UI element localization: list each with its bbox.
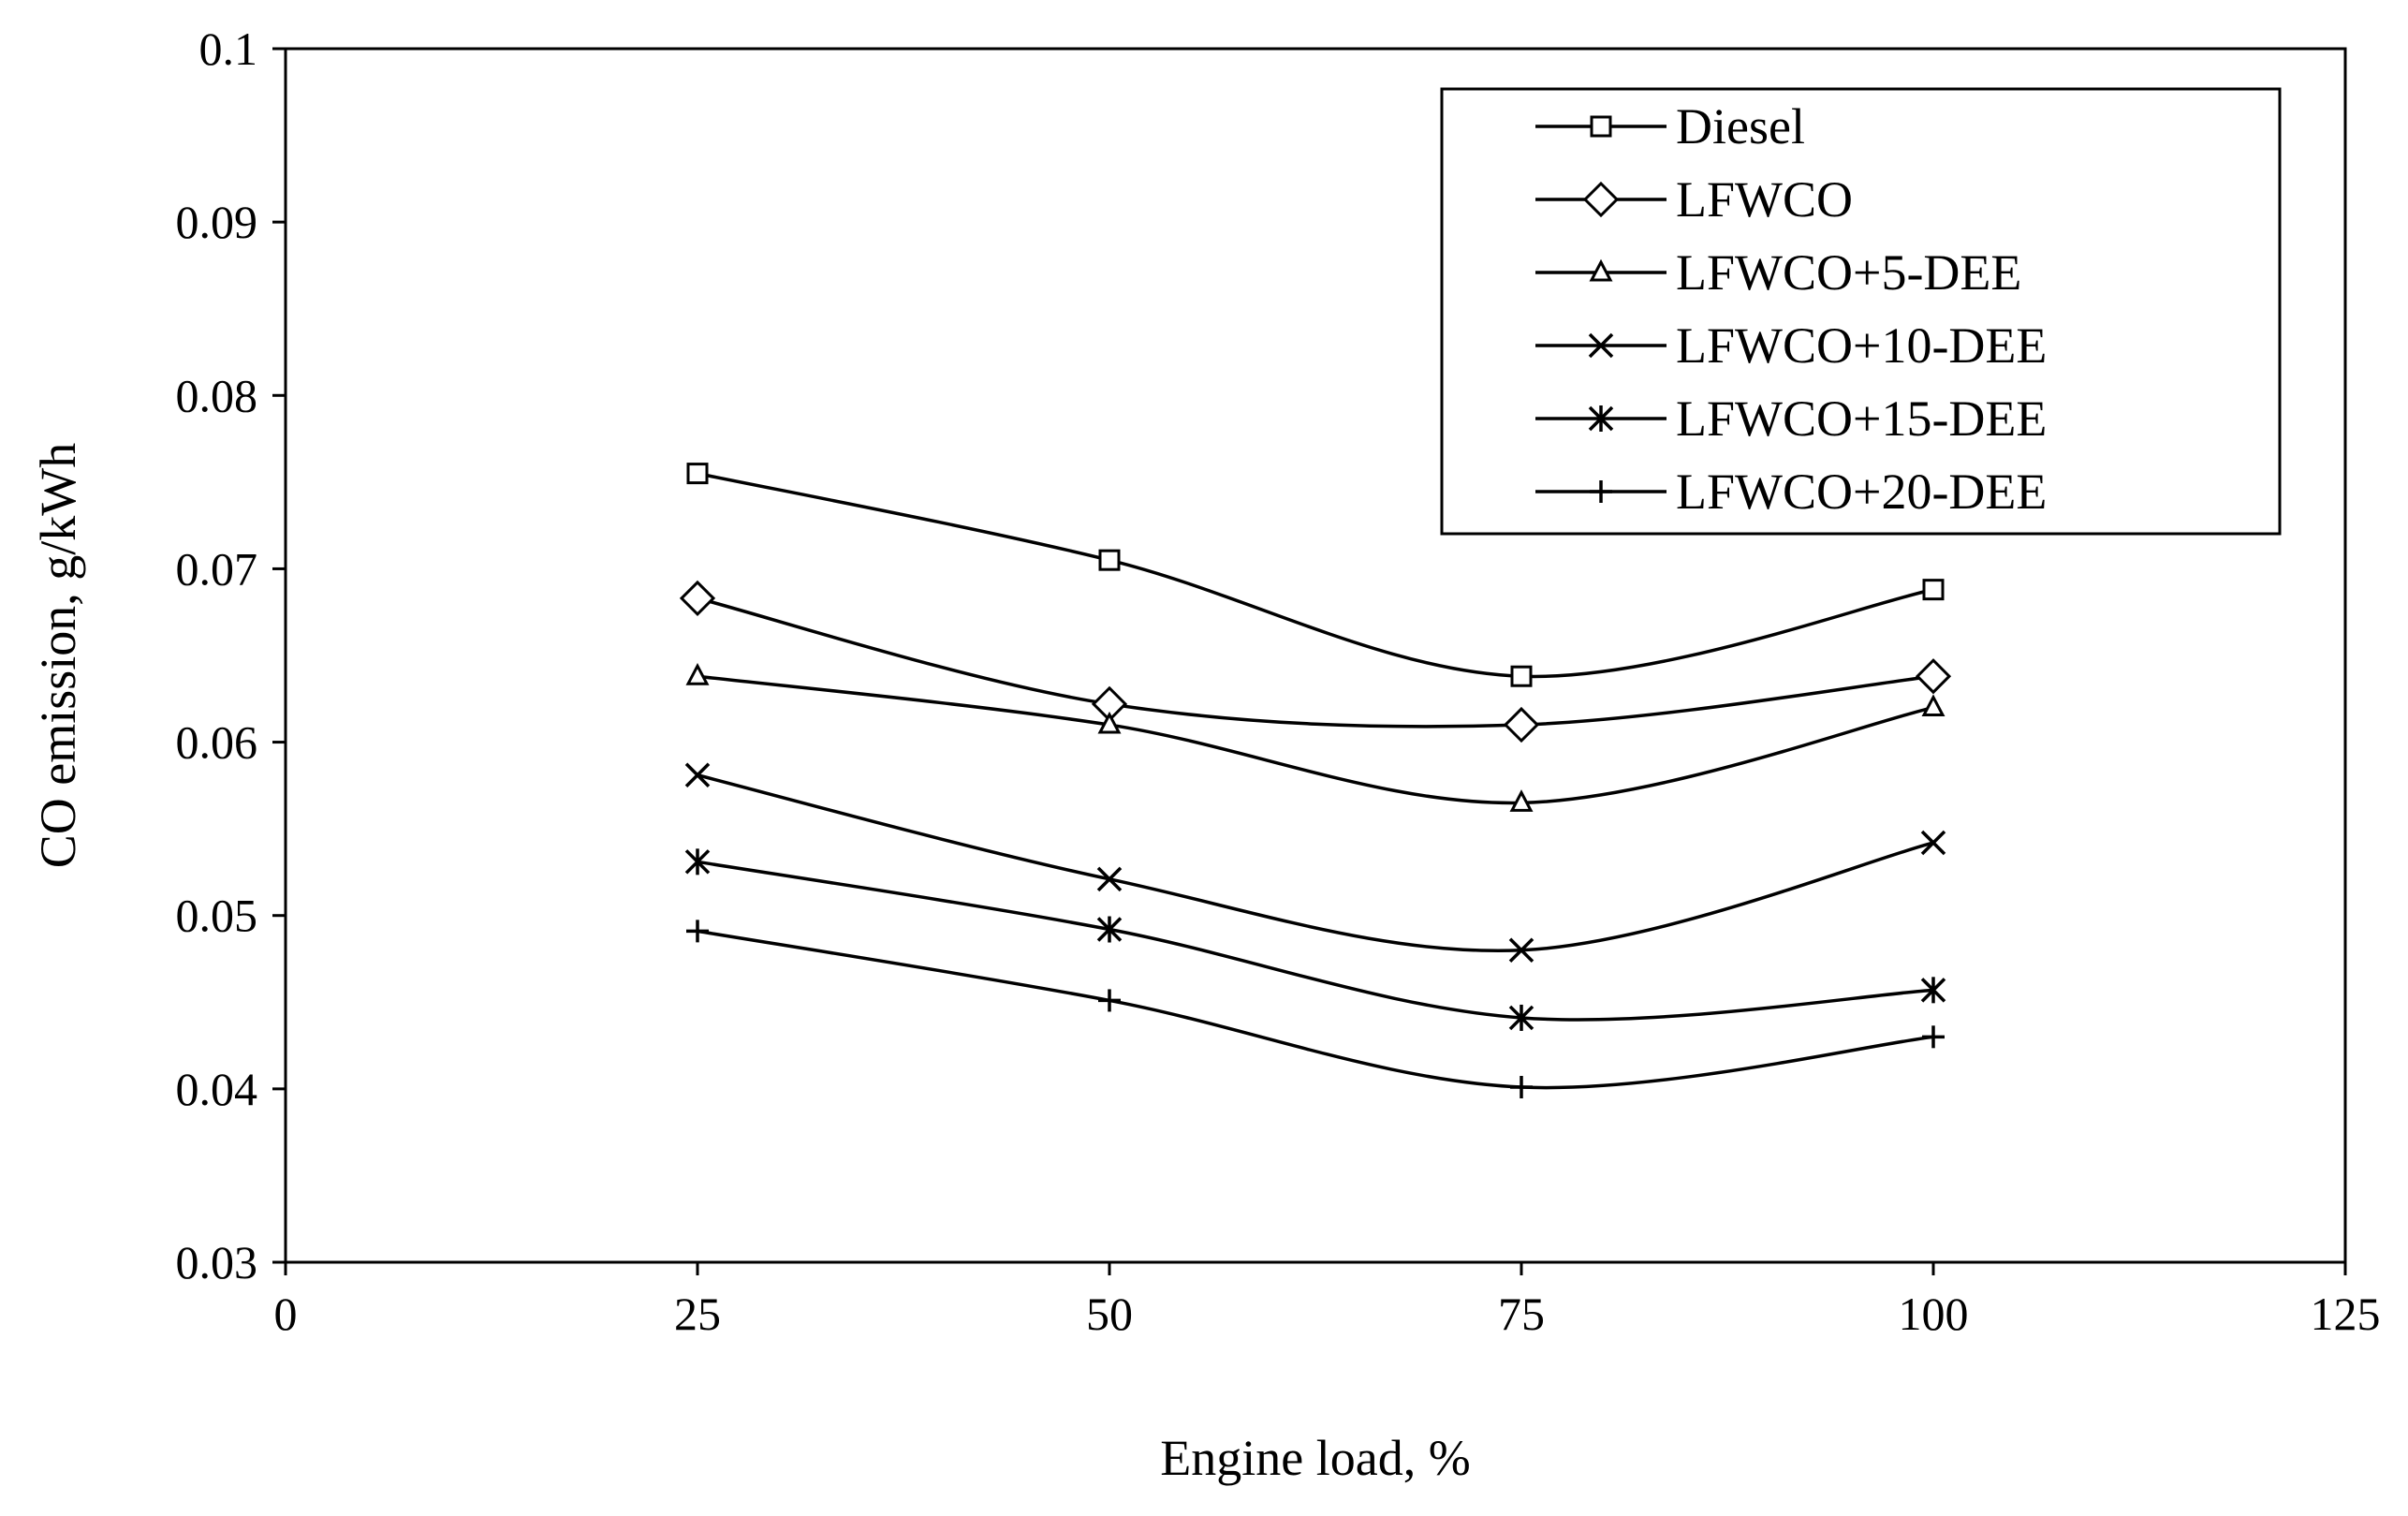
data-point-square bbox=[1510, 665, 1533, 687]
series-line bbox=[697, 860, 1934, 1022]
series-line bbox=[697, 773, 1934, 953]
x-tick-label: 0 bbox=[274, 1288, 298, 1340]
x-axis-title: Engine load, % bbox=[1160, 1430, 1470, 1486]
axis-ticks: 0 25 50 75 100 125 0.03 0.04 0.05 0.06 0.07 0.08 0.0… bbox=[176, 22, 2381, 1340]
series-diesel bbox=[686, 463, 1945, 687]
data-point-plus bbox=[1510, 1076, 1533, 1099]
data-point-square bbox=[686, 463, 709, 485]
data-point-diamond bbox=[1915, 658, 1952, 695]
series-line bbox=[697, 674, 1934, 805]
x-tick-label: 125 bbox=[2311, 1288, 2381, 1340]
series-line bbox=[697, 596, 1934, 729]
y-tick-label: 0.08 bbox=[176, 369, 258, 421]
legend-label: LFWCO+15-DEE bbox=[1676, 390, 2047, 447]
data-point-asterisk bbox=[1508, 1004, 1534, 1031]
legend-label: LFWCO+10-DEE bbox=[1676, 317, 2047, 374]
x-tick-label: 25 bbox=[674, 1288, 721, 1340]
legend-entry: LFWCO bbox=[1535, 171, 1853, 228]
y-tick-label: 0.06 bbox=[176, 716, 258, 769]
data-point-square bbox=[1922, 579, 1945, 601]
data-point-triangle bbox=[1097, 711, 1122, 734]
legend-marker-diamond bbox=[1582, 181, 1620, 218]
series-lfwco bbox=[679, 580, 1952, 743]
x-tick-label: 100 bbox=[1899, 1288, 1969, 1340]
legend-entry: LFWCO+5-DEE bbox=[1535, 244, 2021, 301]
legend-marker-plus bbox=[1590, 480, 1612, 503]
legend-entry: Diesel bbox=[1535, 98, 1805, 155]
series-lfwco-10-dee bbox=[684, 762, 1946, 963]
data-point-x bbox=[1920, 830, 1946, 856]
data-point-square bbox=[1098, 549, 1121, 571]
y-tick-label: 0.05 bbox=[176, 890, 258, 942]
data-point-triangle bbox=[1921, 694, 1945, 717]
plot-frame bbox=[284, 47, 2347, 1264]
data-point-plus bbox=[1922, 1025, 1945, 1049]
series-layer bbox=[679, 463, 1952, 1099]
series-lfwco-5-dee bbox=[685, 662, 1945, 812]
data-point-triangle bbox=[685, 662, 710, 685]
legend-entry: LFWCO+15-DEE bbox=[1535, 390, 2047, 447]
x-tick-label: 75 bbox=[1498, 1288, 1545, 1340]
data-point-triangle bbox=[1509, 789, 1534, 812]
data-point-asterisk bbox=[1920, 977, 1946, 1004]
y-tick-label: 0.07 bbox=[176, 542, 258, 595]
y-axis-title: CO emission, g/kWh bbox=[30, 443, 86, 869]
legend-label: Diesel bbox=[1676, 98, 1805, 155]
legend-marker-triangle bbox=[1589, 258, 1613, 282]
series-lfwco-20-dee bbox=[686, 920, 1945, 1099]
data-point-diamond bbox=[1503, 706, 1540, 743]
legend-label: LFWCO bbox=[1676, 171, 1853, 228]
legend-entry: LFWCO+20-DEE bbox=[1535, 464, 2047, 520]
series-lfwco-15-dee bbox=[684, 848, 1946, 1031]
y-tick-label: 0.03 bbox=[176, 1236, 258, 1288]
x-tick-label: 50 bbox=[1086, 1288, 1133, 1340]
y-tick-label: 0.1 bbox=[199, 22, 258, 75]
y-tick-label: 0.04 bbox=[176, 1063, 258, 1115]
data-point-asterisk bbox=[684, 848, 711, 876]
legend-marker-x bbox=[1588, 332, 1614, 359]
data-point-plus bbox=[1098, 989, 1121, 1012]
data-point-x bbox=[1508, 937, 1534, 963]
data-point-x bbox=[1096, 866, 1123, 892]
legend-entry: LFWCO+10-DEE bbox=[1535, 317, 2047, 374]
legend-box bbox=[1440, 87, 2282, 536]
series-line bbox=[697, 471, 1934, 679]
data-point-x bbox=[684, 762, 711, 787]
legend-marker-square bbox=[1590, 115, 1612, 138]
data-point-diamond bbox=[679, 580, 716, 617]
data-point-asterisk bbox=[1096, 916, 1123, 943]
legend-label: LFWCO+5-DEE bbox=[1676, 244, 2021, 301]
legend-marker-asterisk bbox=[1588, 405, 1614, 432]
series-line bbox=[697, 929, 1934, 1090]
data-point-plus bbox=[686, 920, 709, 943]
y-tick-label: 0.09 bbox=[176, 196, 258, 248]
legend-label: LFWCO+20-DEE bbox=[1676, 464, 2047, 520]
legend: Diesel LFWCO LFWCO+5-DEE LFWCO+10-DEE LFWCO+… bbox=[1440, 87, 2282, 536]
